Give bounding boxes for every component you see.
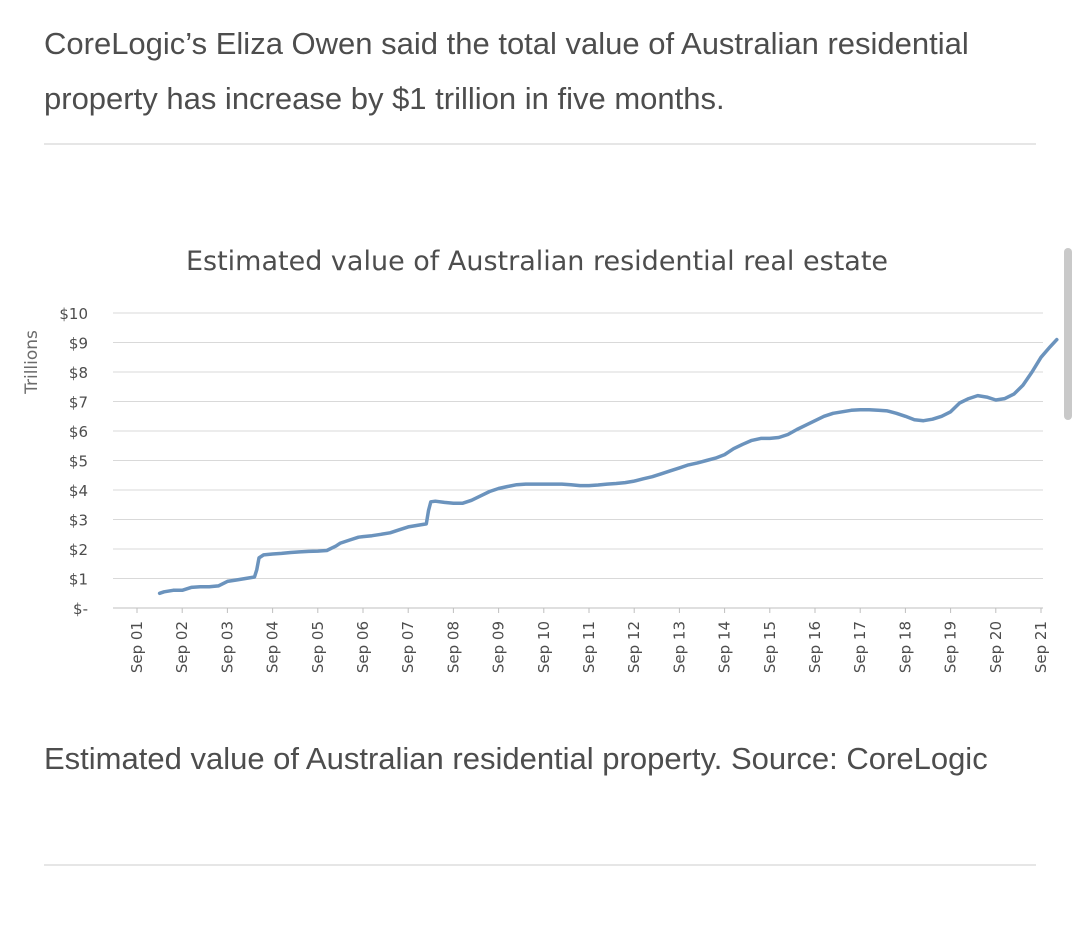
intro-paragraph: CoreLogic’s Eliza Owen said the total va… (44, 26, 969, 116)
divider-bottom (44, 864, 1036, 866)
x-tick-label: Sep 17 (851, 621, 869, 673)
x-tick-label: Sep 11 (580, 621, 598, 673)
x-tick-label: Sep 16 (806, 621, 824, 673)
value-series-line (157, 337, 1059, 596)
x-tick-label: Sep 03 (218, 621, 236, 673)
x-tick-label: Sep 06 (354, 621, 372, 673)
x-tick-label: Sep 14 (716, 621, 734, 673)
y-tick-label: $10 (59, 305, 88, 323)
x-tick-label: Sep 05 (309, 621, 327, 673)
y-tick-label: $5 (69, 453, 88, 471)
y-tick-label: $9 (69, 335, 88, 353)
x-tick-label: Sep 13 (670, 621, 688, 673)
chart-title: Estimated value of Australian residentia… (186, 246, 888, 277)
y-tick-label: $6 (69, 423, 88, 441)
y-tick-label: $- (73, 600, 88, 618)
y-tick-label: $1 (69, 571, 88, 589)
x-tick-label: Sep 18 (896, 621, 914, 673)
y-tick-label: $4 (69, 482, 88, 500)
chart-caption: Estimated value of Australian residentia… (44, 741, 988, 776)
y-axis-label: Trillions (22, 330, 42, 395)
y-tick-label: $8 (69, 364, 88, 382)
x-tick-label: Sep 19 (942, 621, 960, 673)
value-line-chart: Estimated value of Australian residentia… (22, 246, 1059, 673)
x-tick-label: Sep 20 (987, 621, 1005, 673)
y-tick-label: $2 (69, 541, 88, 559)
x-tick-label: Sep 10 (535, 621, 553, 673)
y-tick-label: $7 (69, 394, 88, 412)
x-tick-label: Sep 15 (761, 621, 779, 673)
scrollbar-thumb[interactable] (1064, 248, 1072, 420)
divider-top (44, 143, 1036, 145)
x-tick-label: Sep 01 (128, 621, 146, 673)
x-tick-label: Sep 08 (444, 621, 462, 673)
x-tick-label: Sep 21 (1032, 621, 1050, 673)
x-tick-label: Sep 12 (625, 621, 643, 673)
x-tick-label: Sep 02 (173, 621, 191, 673)
x-tick-label: Sep 07 (399, 621, 417, 673)
x-tick-label: Sep 04 (264, 621, 282, 673)
x-tick-label: Sep 09 (490, 621, 508, 673)
y-tick-label: $3 (69, 512, 88, 530)
